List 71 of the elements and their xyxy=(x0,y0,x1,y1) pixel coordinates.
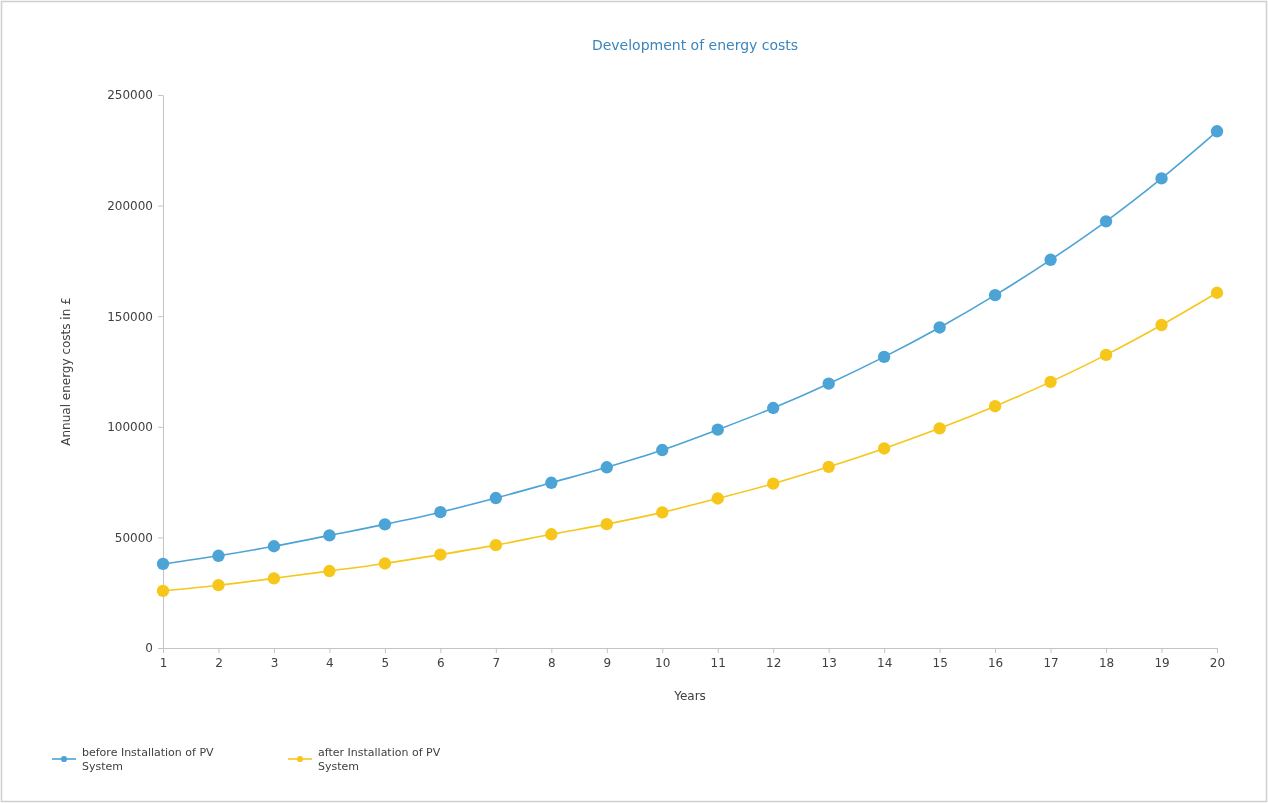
chart-title: Development of energy costs xyxy=(591,37,799,53)
point xyxy=(1044,375,1057,389)
x-tick-label: 9 xyxy=(603,656,612,671)
point xyxy=(1044,253,1057,266)
point xyxy=(434,506,447,519)
y-axis-title: Annual energy costs in £ xyxy=(59,297,73,446)
x-tick-label: 5 xyxy=(381,656,390,671)
y-tick-label: 150000 xyxy=(107,309,153,324)
x-tick-label: 18 xyxy=(1098,656,1115,671)
point xyxy=(822,377,835,390)
point xyxy=(1155,318,1168,332)
y-tick-label: 250000 xyxy=(107,88,153,103)
point xyxy=(877,350,891,364)
x-tick-label: 11 xyxy=(710,656,726,671)
point xyxy=(767,401,780,415)
point xyxy=(1210,286,1224,299)
point xyxy=(988,400,1002,413)
point xyxy=(1099,348,1113,362)
x-tick-label: 20 xyxy=(1209,656,1226,671)
x-tick-label: 8 xyxy=(548,656,556,671)
x-tick-label: 2 xyxy=(215,656,223,671)
x-tick-label: 6 xyxy=(437,656,445,671)
point xyxy=(988,289,1002,302)
point xyxy=(323,564,336,578)
x-tick-label: 15 xyxy=(932,656,948,671)
point xyxy=(711,423,724,436)
point xyxy=(933,422,946,435)
x-tick-label: 14 xyxy=(877,656,893,671)
point xyxy=(1155,172,1168,185)
point xyxy=(767,477,780,490)
x-tick-label: 16 xyxy=(987,656,1004,671)
x-tick-label: 12 xyxy=(766,656,782,671)
point xyxy=(545,528,558,541)
point xyxy=(933,321,946,334)
point xyxy=(711,492,724,505)
point xyxy=(267,540,281,553)
point xyxy=(378,518,392,531)
point xyxy=(1210,125,1224,138)
y-tick-label: 0 xyxy=(145,641,153,656)
point xyxy=(489,538,503,552)
point xyxy=(545,476,558,489)
point xyxy=(212,549,225,562)
x-tick-label: 17 xyxy=(1043,656,1059,671)
x-tick-label: 13 xyxy=(821,656,837,671)
y-tick-label: 50000 xyxy=(114,530,153,545)
x-tick-label: 7 xyxy=(492,656,501,671)
point xyxy=(156,557,170,571)
point xyxy=(822,460,835,473)
point xyxy=(323,529,336,542)
point xyxy=(267,572,281,585)
point xyxy=(656,443,669,457)
point xyxy=(656,506,669,519)
y-tick-label: 200000 xyxy=(107,198,153,213)
point xyxy=(489,491,503,505)
y-tick-label: 100000 xyxy=(107,420,153,435)
x-tick-label: 1 xyxy=(159,656,168,671)
legend-label: after Installation of PV System xyxy=(318,746,441,773)
x-axis-title: Years xyxy=(673,689,706,703)
point xyxy=(600,517,613,531)
point xyxy=(1099,215,1113,228)
point xyxy=(434,548,447,561)
x-tick-label: 4 xyxy=(326,656,334,671)
x-tick-label: 10 xyxy=(655,656,671,671)
point xyxy=(156,584,170,598)
legend-label: before Installation of PV System xyxy=(82,746,215,773)
point xyxy=(212,579,225,592)
x-tick-label: 19 xyxy=(1154,656,1170,671)
x-tick-label: 3 xyxy=(270,656,279,671)
point xyxy=(378,557,392,570)
point xyxy=(877,442,891,455)
point xyxy=(600,461,613,474)
